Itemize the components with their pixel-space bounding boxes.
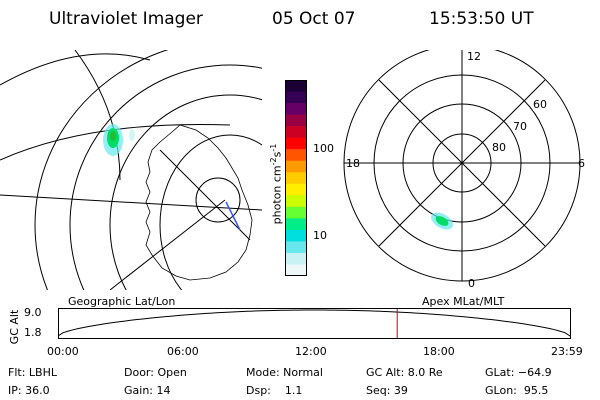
colorbar-swatch <box>285 241 307 254</box>
altitude-ytick-top: 9.0 <box>24 306 42 319</box>
units-prefix: photon cm <box>270 165 284 225</box>
status-mode: Mode: Normal <box>246 366 323 379</box>
altitude-xtick-2: 12:00 <box>295 345 327 358</box>
mlt-label-18: 18 <box>346 157 360 170</box>
colorbar <box>285 80 307 276</box>
colorbar-tick-10: 10 <box>313 229 327 242</box>
apex-map-label: Apex MLat/MLT <box>422 295 505 308</box>
mlt-label-0: 0 <box>468 277 475 290</box>
colorbar-swatch <box>285 218 307 231</box>
altitude-xtick-3: 18:00 <box>423 345 455 358</box>
mlt-label-12: 12 <box>467 50 481 63</box>
colorbar-swatch <box>285 264 307 276</box>
colorbar-units-label: photon cm-2s-1 <box>269 119 284 249</box>
mlat-label-70: 70 <box>513 120 527 133</box>
status-seq: Seq: 39 <box>366 384 408 397</box>
polar-mlt-plot <box>343 50 581 282</box>
colorbar-swatch <box>285 91 307 104</box>
units-exp2: -1 <box>269 143 278 152</box>
observation-time: 15:53:50 UT <box>429 9 534 29</box>
altitude-ylabel: GC Alt <box>8 309 21 345</box>
status-dsp: Dsp: 1.1 <box>246 384 303 397</box>
colorbar-swatch <box>285 195 307 208</box>
colorbar-swatch <box>285 252 307 265</box>
colorbar-swatch <box>285 114 307 127</box>
colorbar-tick-100: 100 <box>313 142 334 155</box>
colorbar-swatch <box>285 229 307 242</box>
colorbar-swatch <box>285 206 307 219</box>
colorbar-swatch <box>285 126 307 139</box>
altitude-ytick-bottom: 1.8 <box>24 326 42 339</box>
status-door: Door: Open <box>124 366 187 379</box>
colorbar-swatch <box>285 137 307 150</box>
units-mid: s <box>270 151 284 158</box>
units-exp1: -2 <box>269 157 278 166</box>
geographic-map-label: Geographic Lat/Lon <box>68 295 176 308</box>
altitude-xtick-4: 23:59 <box>551 345 583 358</box>
altitude-xtick-0: 00:00 <box>47 345 79 358</box>
colorbar-swatch <box>285 103 307 116</box>
colorbar-swatch <box>285 149 307 162</box>
observation-date: 05 Oct 07 <box>272 9 356 29</box>
mlt-label-6: 6 <box>578 157 585 170</box>
geographic-map <box>0 50 262 290</box>
status-gain: Gain: 14 <box>124 384 171 397</box>
instrument-title: Ultraviolet Imager <box>49 9 203 29</box>
colorbar-swatch <box>285 183 307 196</box>
altitude-xtick-1: 06:00 <box>167 345 199 358</box>
colorbar-swatch <box>285 80 307 93</box>
status-filter: Flt: LBHL <box>8 366 57 379</box>
colorbar-swatch <box>285 160 307 173</box>
altitude-plot <box>58 308 571 339</box>
mlat-label-60: 60 <box>533 98 547 111</box>
status-ip: IP: 36.0 <box>8 384 50 397</box>
status-gc-alt: GC Alt: 8.0 Re <box>366 366 443 379</box>
mlat-label-80: 80 <box>492 141 506 154</box>
colorbar-swatch <box>285 172 307 185</box>
status-glat: GLat: −64.9 <box>485 366 552 379</box>
status-glon: GLon: 95.5 <box>485 384 549 397</box>
